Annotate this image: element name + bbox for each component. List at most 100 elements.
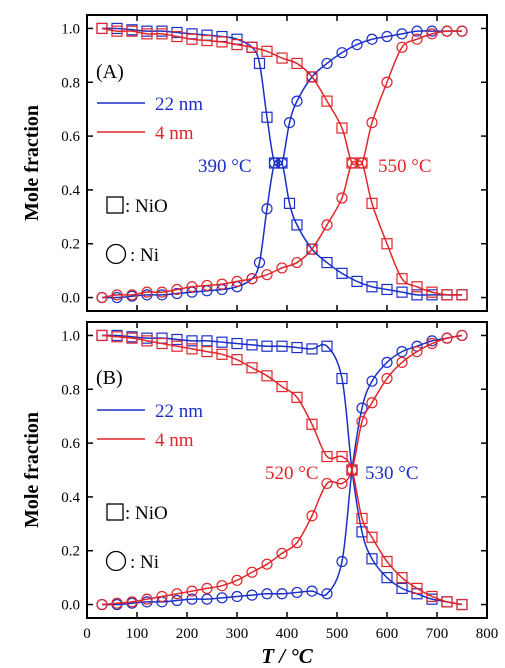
data-point-circle — [356, 415, 368, 428]
data-point-circle — [381, 372, 393, 385]
data-point-circle — [276, 262, 288, 274]
data-point-square — [351, 275, 363, 287]
data-point-circle — [268, 157, 281, 169]
data-point-circle — [261, 203, 273, 215]
series-line-blue-circle — [101, 334, 463, 606]
data-point-square — [396, 572, 408, 584]
data-point-square — [253, 57, 266, 70]
x-tick-label: 500 — [326, 626, 349, 642]
data-point-square — [321, 450, 333, 463]
nio-key-label: : NiO — [125, 503, 168, 524]
legend-label-22nm: 22 nm — [155, 94, 203, 115]
x-axis-label: T / °C — [261, 644, 314, 668]
data-point-circle — [306, 243, 318, 255]
data-point-circle — [426, 25, 438, 37]
data-point-circle — [186, 281, 198, 293]
data-point-square — [246, 339, 258, 351]
y-tick-label: 0.2 — [61, 237, 80, 253]
data-point-circle — [336, 555, 348, 568]
data-point-circle — [111, 291, 123, 304]
data-point-square — [216, 36, 228, 48]
data-point-circle — [96, 598, 108, 611]
data-point-square — [246, 41, 258, 53]
data-point-square — [231, 38, 243, 51]
data-point-circle — [141, 593, 153, 605]
data-point-square — [201, 346, 213, 358]
y-tick-label: 0.6 — [61, 436, 80, 452]
data-point-circle — [216, 580, 228, 592]
data-point-circle — [231, 275, 243, 287]
circle-key-icon — [105, 550, 127, 572]
data-point-circle — [336, 47, 348, 59]
data-point-circle — [366, 397, 378, 409]
data-point-circle — [321, 588, 333, 600]
y-tick-label: 0.6 — [61, 129, 80, 145]
circle-key-icon — [105, 243, 127, 265]
data-point-circle — [171, 287, 183, 300]
data-point-square — [366, 553, 378, 565]
data-point-circle — [201, 593, 213, 605]
data-point-square — [261, 111, 273, 123]
data-point-circle — [396, 28, 408, 40]
x-tick-label: 700 — [426, 626, 449, 642]
data-point-circle — [351, 38, 363, 51]
data-point-circle — [171, 588, 183, 600]
data-point-square — [261, 370, 273, 382]
data-point-square — [171, 333, 183, 346]
data-point-square — [381, 283, 393, 296]
panel-a-marker-key: : NiO : Ni — [105, 196, 168, 266]
data-point-square — [96, 22, 108, 35]
series-line-red-circle — [101, 334, 463, 606]
data-point-circle — [346, 464, 358, 476]
x-tick-label: 300 — [226, 626, 249, 642]
data-point-circle — [291, 95, 303, 107]
data-point-circle — [261, 558, 273, 570]
data-point-square — [321, 340, 333, 352]
data-point-circle — [126, 289, 138, 301]
data-point-circle — [306, 585, 318, 597]
legend-label-4nm: 4 nm — [155, 430, 194, 451]
data-point-circle — [426, 337, 438, 350]
data-point-circle — [456, 329, 468, 342]
panel-b-data-layer — [96, 329, 468, 611]
data-point-square — [366, 531, 378, 543]
data-point-circle — [231, 574, 243, 586]
data-point-square — [396, 273, 408, 285]
y-tick-label: 0.4 — [61, 183, 80, 199]
data-point-circle — [366, 117, 378, 129]
data-point-circle — [246, 273, 258, 285]
y-tick-label: 0.0 — [61, 598, 80, 614]
data-point-square — [291, 57, 303, 70]
data-point-square — [426, 286, 438, 298]
data-point-circle — [201, 582, 213, 595]
data-point-circle — [261, 269, 273, 281]
annotation-520c: 520 °C — [265, 463, 319, 484]
series-line-blue-circle — [101, 30, 462, 299]
panel-b-legend: 22 nm 4 nm — [97, 401, 203, 451]
panel-b: 0.0 0.2 0.4 0.6 0.8 1.0 (B) Mole fraction 22 … — [21, 321, 488, 619]
data-point-square — [276, 380, 288, 393]
data-point-circle — [291, 537, 303, 549]
data-point-circle — [426, 28, 438, 40]
panel-b-marker-key: : NiO : Ni — [105, 503, 168, 573]
data-point-square — [291, 391, 303, 403]
square-key-icon — [106, 503, 124, 521]
data-point-square — [201, 335, 213, 347]
data-point-square — [321, 95, 333, 107]
data-point-circle — [126, 596, 138, 608]
data-point-square — [126, 25, 138, 37]
data-point-square — [396, 582, 408, 595]
data-point-square — [306, 343, 318, 355]
data-point-square — [321, 256, 333, 269]
data-point-circle — [321, 57, 333, 70]
data-point-square — [456, 598, 468, 611]
data-point-square — [186, 33, 198, 45]
data-point-square — [426, 590, 438, 603]
data-point-square — [216, 336, 228, 348]
y-tick-label: 0.4 — [61, 490, 80, 506]
data-point-square — [156, 337, 168, 350]
data-point-square — [156, 28, 168, 40]
y-tick-label: 0.0 — [61, 291, 80, 307]
y-tick-label: 0.8 — [61, 75, 80, 91]
data-point-circle — [336, 192, 348, 204]
